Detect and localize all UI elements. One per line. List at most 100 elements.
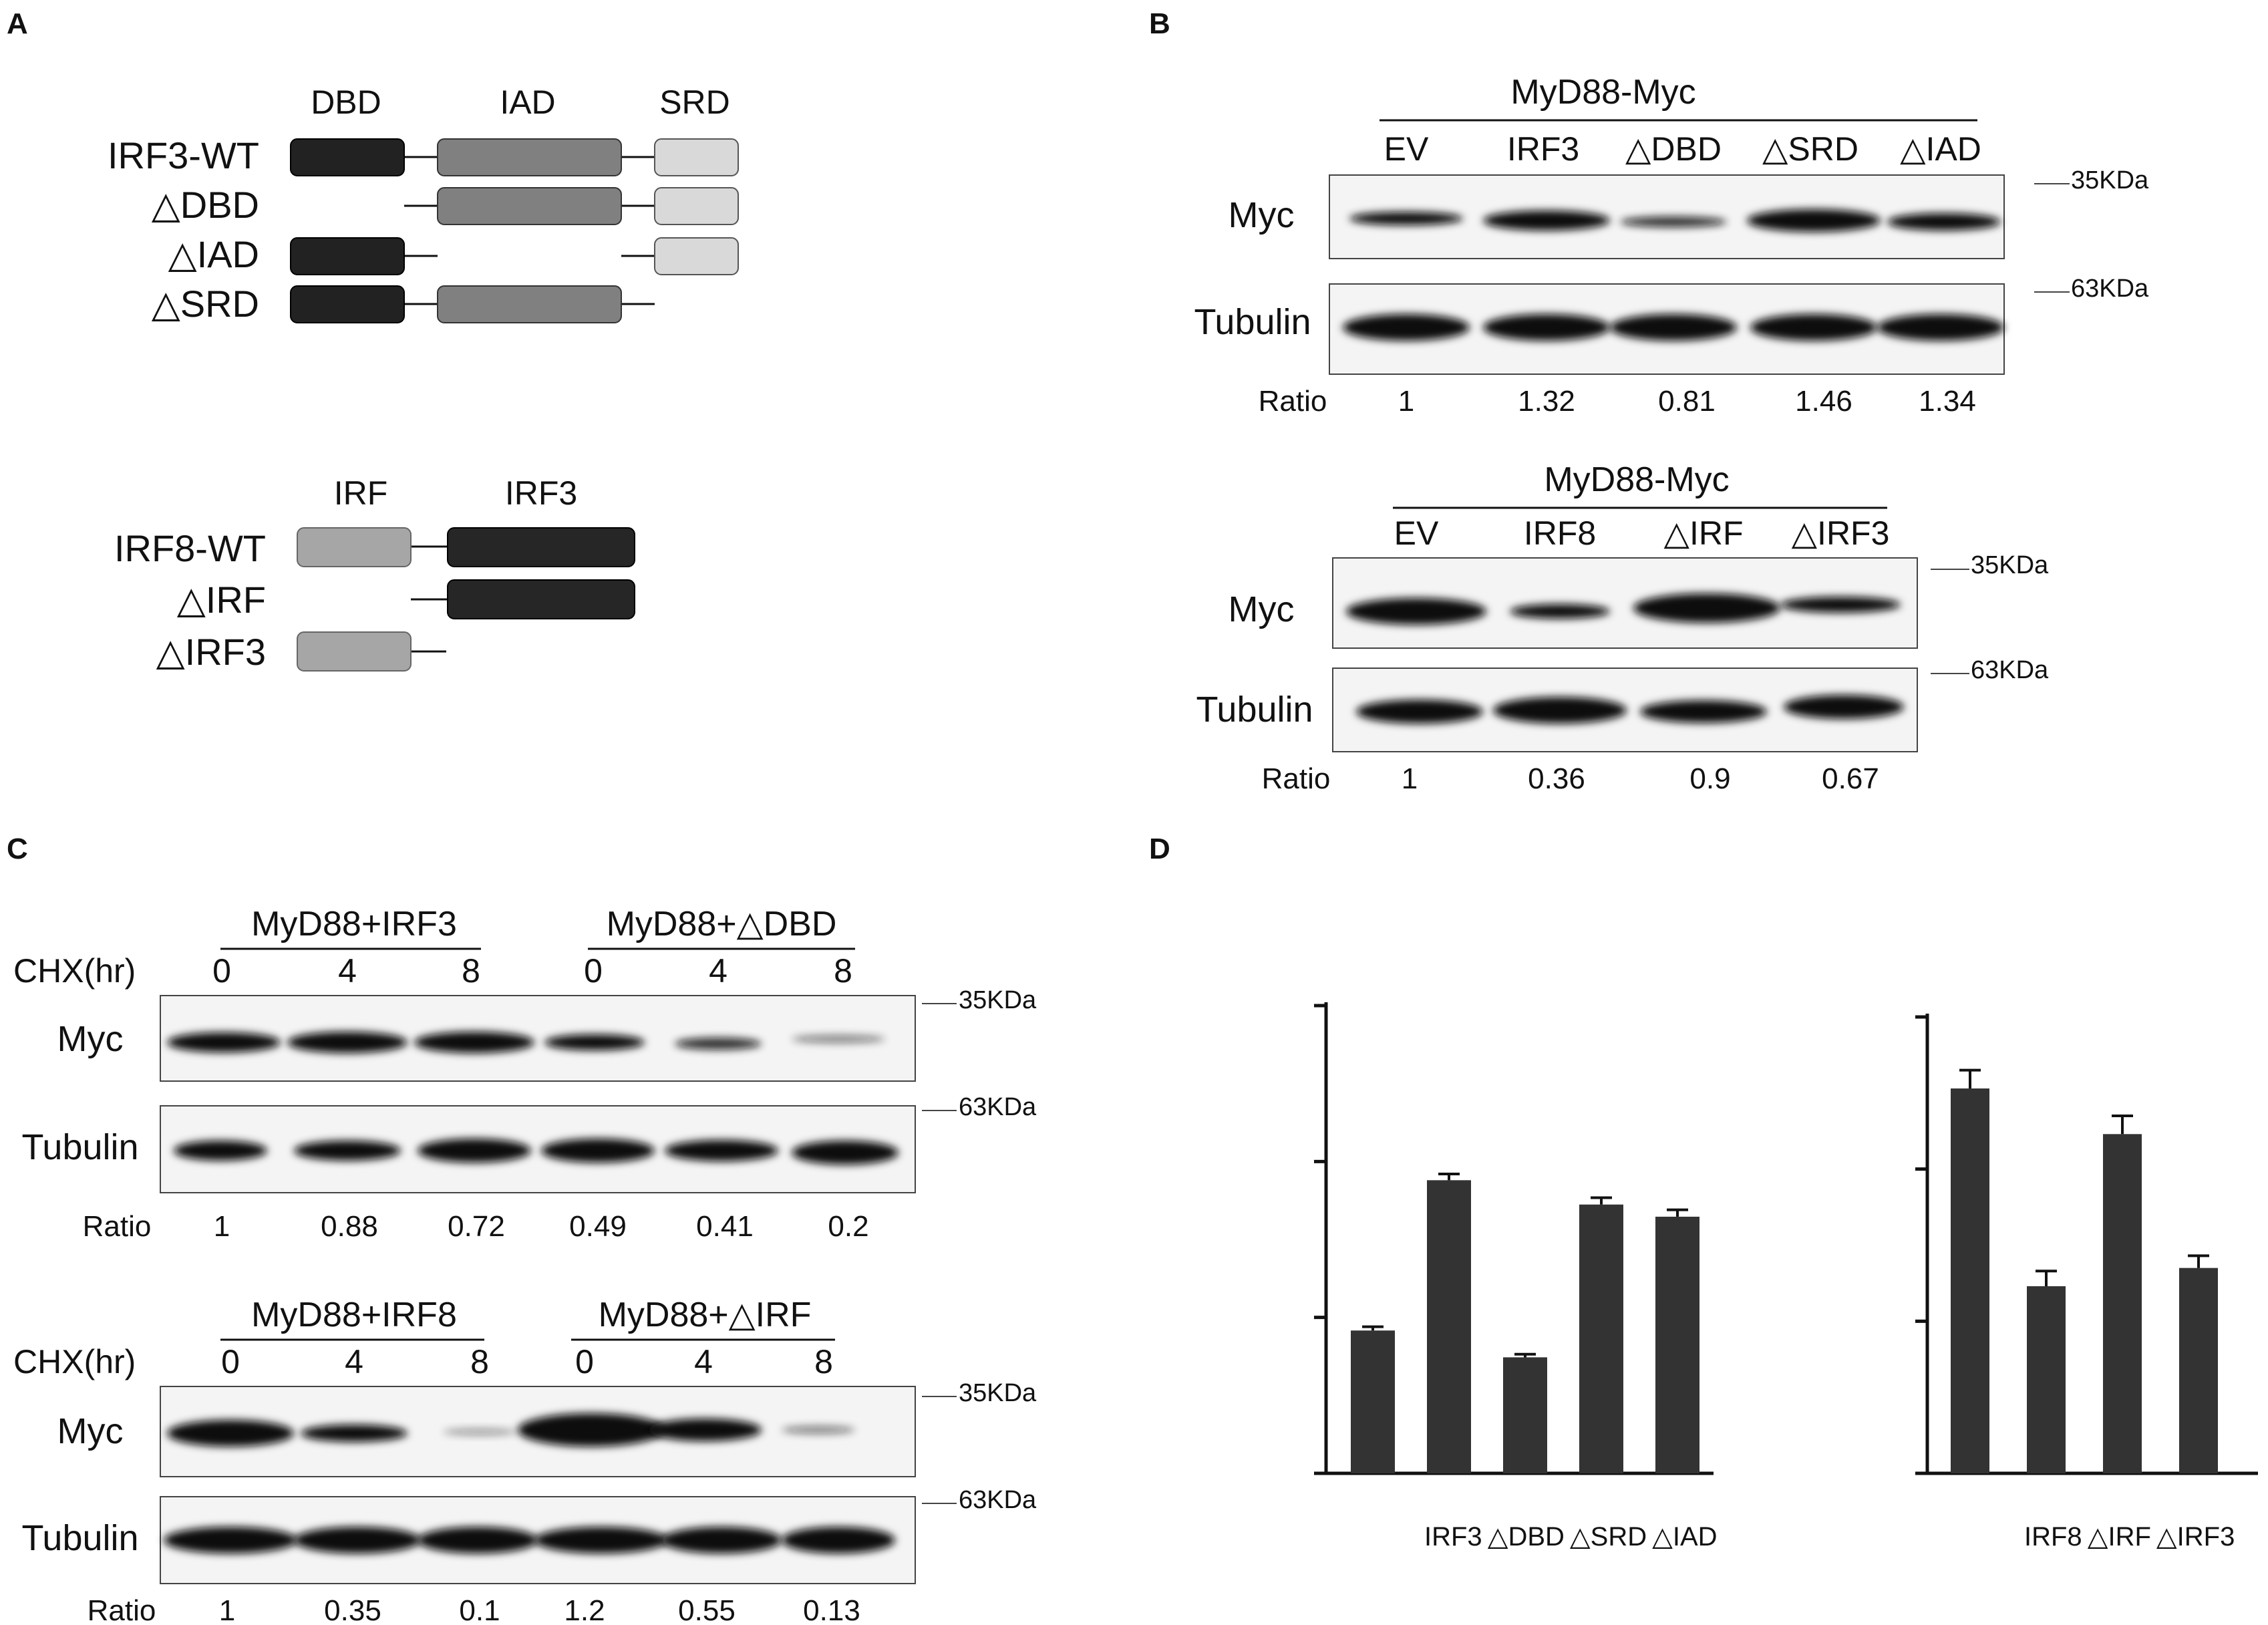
- irf8-linkers: [411, 545, 448, 653]
- panel-d: D IRF3 △DBD △SRD △IAD IRF8 △IRF △IRF3: [1149, 833, 2258, 1552]
- c2-ratio-label: Ratio: [88, 1594, 156, 1625]
- irf3-linkers: [404, 156, 655, 305]
- c2-time-4: 4: [694, 1343, 713, 1380]
- c1-row-myc: Myc: [57, 1019, 124, 1059]
- irf3-ddbd-iad-domain: [437, 187, 622, 225]
- chart1-bar-2: [2103, 1134, 2142, 1473]
- construct-irf8-wt: IRF8-WT: [114, 527, 266, 569]
- c1-myc-bands: [167, 1032, 885, 1053]
- b1-ratio-label: Ratio: [1259, 385, 1327, 418]
- c2-group-0: MyD88+IRF8: [251, 1296, 457, 1334]
- c2-time-2: 8: [470, 1343, 489, 1380]
- irf3-dsrd-iad-domain: [437, 285, 622, 323]
- c1-tubulin-bands: [174, 1139, 899, 1165]
- c2-chx-label: CHX(hr): [13, 1343, 136, 1380]
- b1-ratio-0: 1: [1398, 385, 1414, 418]
- b2-ratio-3: 0.67: [1822, 762, 1879, 795]
- chart1-category-label-1: IRF8: [2024, 1522, 2082, 1552]
- c2-time-0: 0: [221, 1343, 240, 1380]
- chart0-category-label-4: △IAD: [1652, 1522, 1717, 1552]
- b2-lane-2: △IRF: [1664, 514, 1744, 552]
- chart1-category-label-3: △IRF3: [2156, 1522, 2235, 1552]
- construct-irf8-dirf3: △IRF3: [156, 631, 266, 673]
- chart0-category-label-1: IRF3: [1424, 1522, 1482, 1552]
- irf8-dirf3-irf-domain: [297, 631, 412, 672]
- b2-header: MyD88-Myc: [1544, 460, 1729, 499]
- b1-marker-63: 63KDa: [2071, 275, 2149, 303]
- b2-tubulin-bands: [1356, 695, 1904, 724]
- b2-ratio-1: 0.36: [1528, 762, 1585, 795]
- c1-time-0: 0: [212, 952, 231, 990]
- b1-ratio-3: 1.46: [1795, 385, 1852, 418]
- c1-ratio-2: 0.72: [448, 1210, 505, 1243]
- c2-row-tubulin: Tubulin: [21, 1518, 138, 1558]
- c2-ratio-5: 0.13: [803, 1594, 860, 1625]
- b2-lane-0: EV: [1394, 514, 1439, 552]
- c1-tubulin-membrane: [160, 1105, 916, 1193]
- irf3-dsrd-dbd-domain: [290, 285, 405, 323]
- b2-lane-3: △IRF3: [1792, 514, 1890, 552]
- domain-header-iad: IAD: [500, 84, 555, 121]
- c1-time-5: 8: [834, 952, 852, 990]
- c1-ratio-3: 0.49: [569, 1210, 627, 1243]
- b1-lane-1: IRF3: [1507, 130, 1579, 168]
- b1-tubulin-bands: [1343, 314, 2004, 341]
- bar-chart-irf8: IRF8 △IRF △IRF3: [1915, 1014, 2258, 1552]
- chart1-bar-1: [2027, 1286, 2066, 1473]
- c1-chx-label: CHX(hr): [13, 952, 136, 990]
- b2-ratio-label: Ratio: [1262, 762, 1331, 795]
- c1-myc-membrane: [160, 995, 916, 1082]
- b1-marker-35: 35KDa: [2071, 166, 2149, 194]
- c1-marker-63: 63KDa: [959, 1093, 1037, 1121]
- panel-d-label: D: [1149, 833, 1170, 865]
- chart0-bar-4: [1655, 1216, 1699, 1473]
- b1-lane-3: △SRD: [1762, 130, 1858, 168]
- construct-irf3-dsrd: △SRD: [152, 283, 259, 325]
- irf8-wt-irf3-domain: [447, 527, 635, 567]
- c1-time-4: 4: [709, 952, 727, 990]
- chart0-category-label-3: △SRD: [1570, 1522, 1647, 1552]
- panel-a: A DBD IAD SRD IRF3-WT △DBD △IAD △SRD: [7, 7, 739, 673]
- b2-ratio-2: 0.9: [1689, 762, 1730, 795]
- c2-row-myc: Myc: [57, 1411, 124, 1451]
- c1-time-3: 0: [584, 952, 603, 990]
- b1-header: MyD88-Myc: [1510, 73, 1695, 112]
- b2-myc-bands: [1346, 593, 1901, 625]
- panel-c-label: C: [7, 833, 28, 865]
- chart1-category-labels: IRF8 △IRF △IRF3: [2024, 1522, 2235, 1552]
- irf3-wt-dbd-domain: [290, 138, 405, 176]
- c1-ratio-5: 0.2: [828, 1210, 868, 1243]
- b1-lane-4: △IAD: [1900, 130, 1981, 168]
- c1-ratio-0: 1: [214, 1210, 230, 1243]
- bar-chart-irf3: IRF3 △DBD △SRD △IAD: [1314, 1002, 1718, 1552]
- c1-ratio-4: 0.41: [696, 1210, 754, 1243]
- c1-group-1: MyD88+△DBD: [607, 905, 837, 943]
- panel-a-label: A: [7, 7, 28, 40]
- b2-ratio-0: 1: [1402, 762, 1418, 795]
- b2-marker-63: 63KDa: [1971, 656, 2049, 684]
- c2-ratio-0: 1: [219, 1594, 235, 1625]
- panel-c: C MyD88+IRF3 MyD88+△DBD CHX(hr) 0 4 8 0 …: [7, 833, 1037, 1625]
- b2-marker-35: 35KDa: [1971, 551, 2049, 579]
- c1-row-tubulin: Tubulin: [21, 1127, 138, 1167]
- chart1-bar-0: [1951, 1088, 1989, 1473]
- c2-ratio-3: 1.2: [564, 1594, 605, 1625]
- irf8-dirf-irf3-domain: [447, 579, 635, 619]
- c2-tubulin-bands: [164, 1527, 895, 1554]
- c2-time-1: 4: [345, 1343, 363, 1380]
- c1-group-0: MyD88+IRF3: [251, 905, 457, 943]
- irf3-wt-iad-domain: [437, 138, 622, 176]
- irf8-wt-irf-domain: [297, 527, 412, 567]
- chart0-category-labels: IRF3 △DBD △SRD △IAD: [1424, 1522, 1718, 1552]
- chart0-bar-2: [1503, 1357, 1547, 1473]
- domain-header-irf: IRF: [334, 474, 388, 512]
- c2-time-5: 8: [814, 1343, 833, 1380]
- chart1-bar-3: [2179, 1268, 2218, 1473]
- b1-ratio-4: 1.34: [1919, 385, 1976, 418]
- b1-ratio-2: 0.81: [1658, 385, 1716, 418]
- irf3-wt-srd-domain: [654, 138, 739, 176]
- b1-lane-0: EV: [1384, 130, 1429, 168]
- c1-time-2: 8: [462, 952, 480, 990]
- irf3-diad-srd-domain: [654, 237, 739, 275]
